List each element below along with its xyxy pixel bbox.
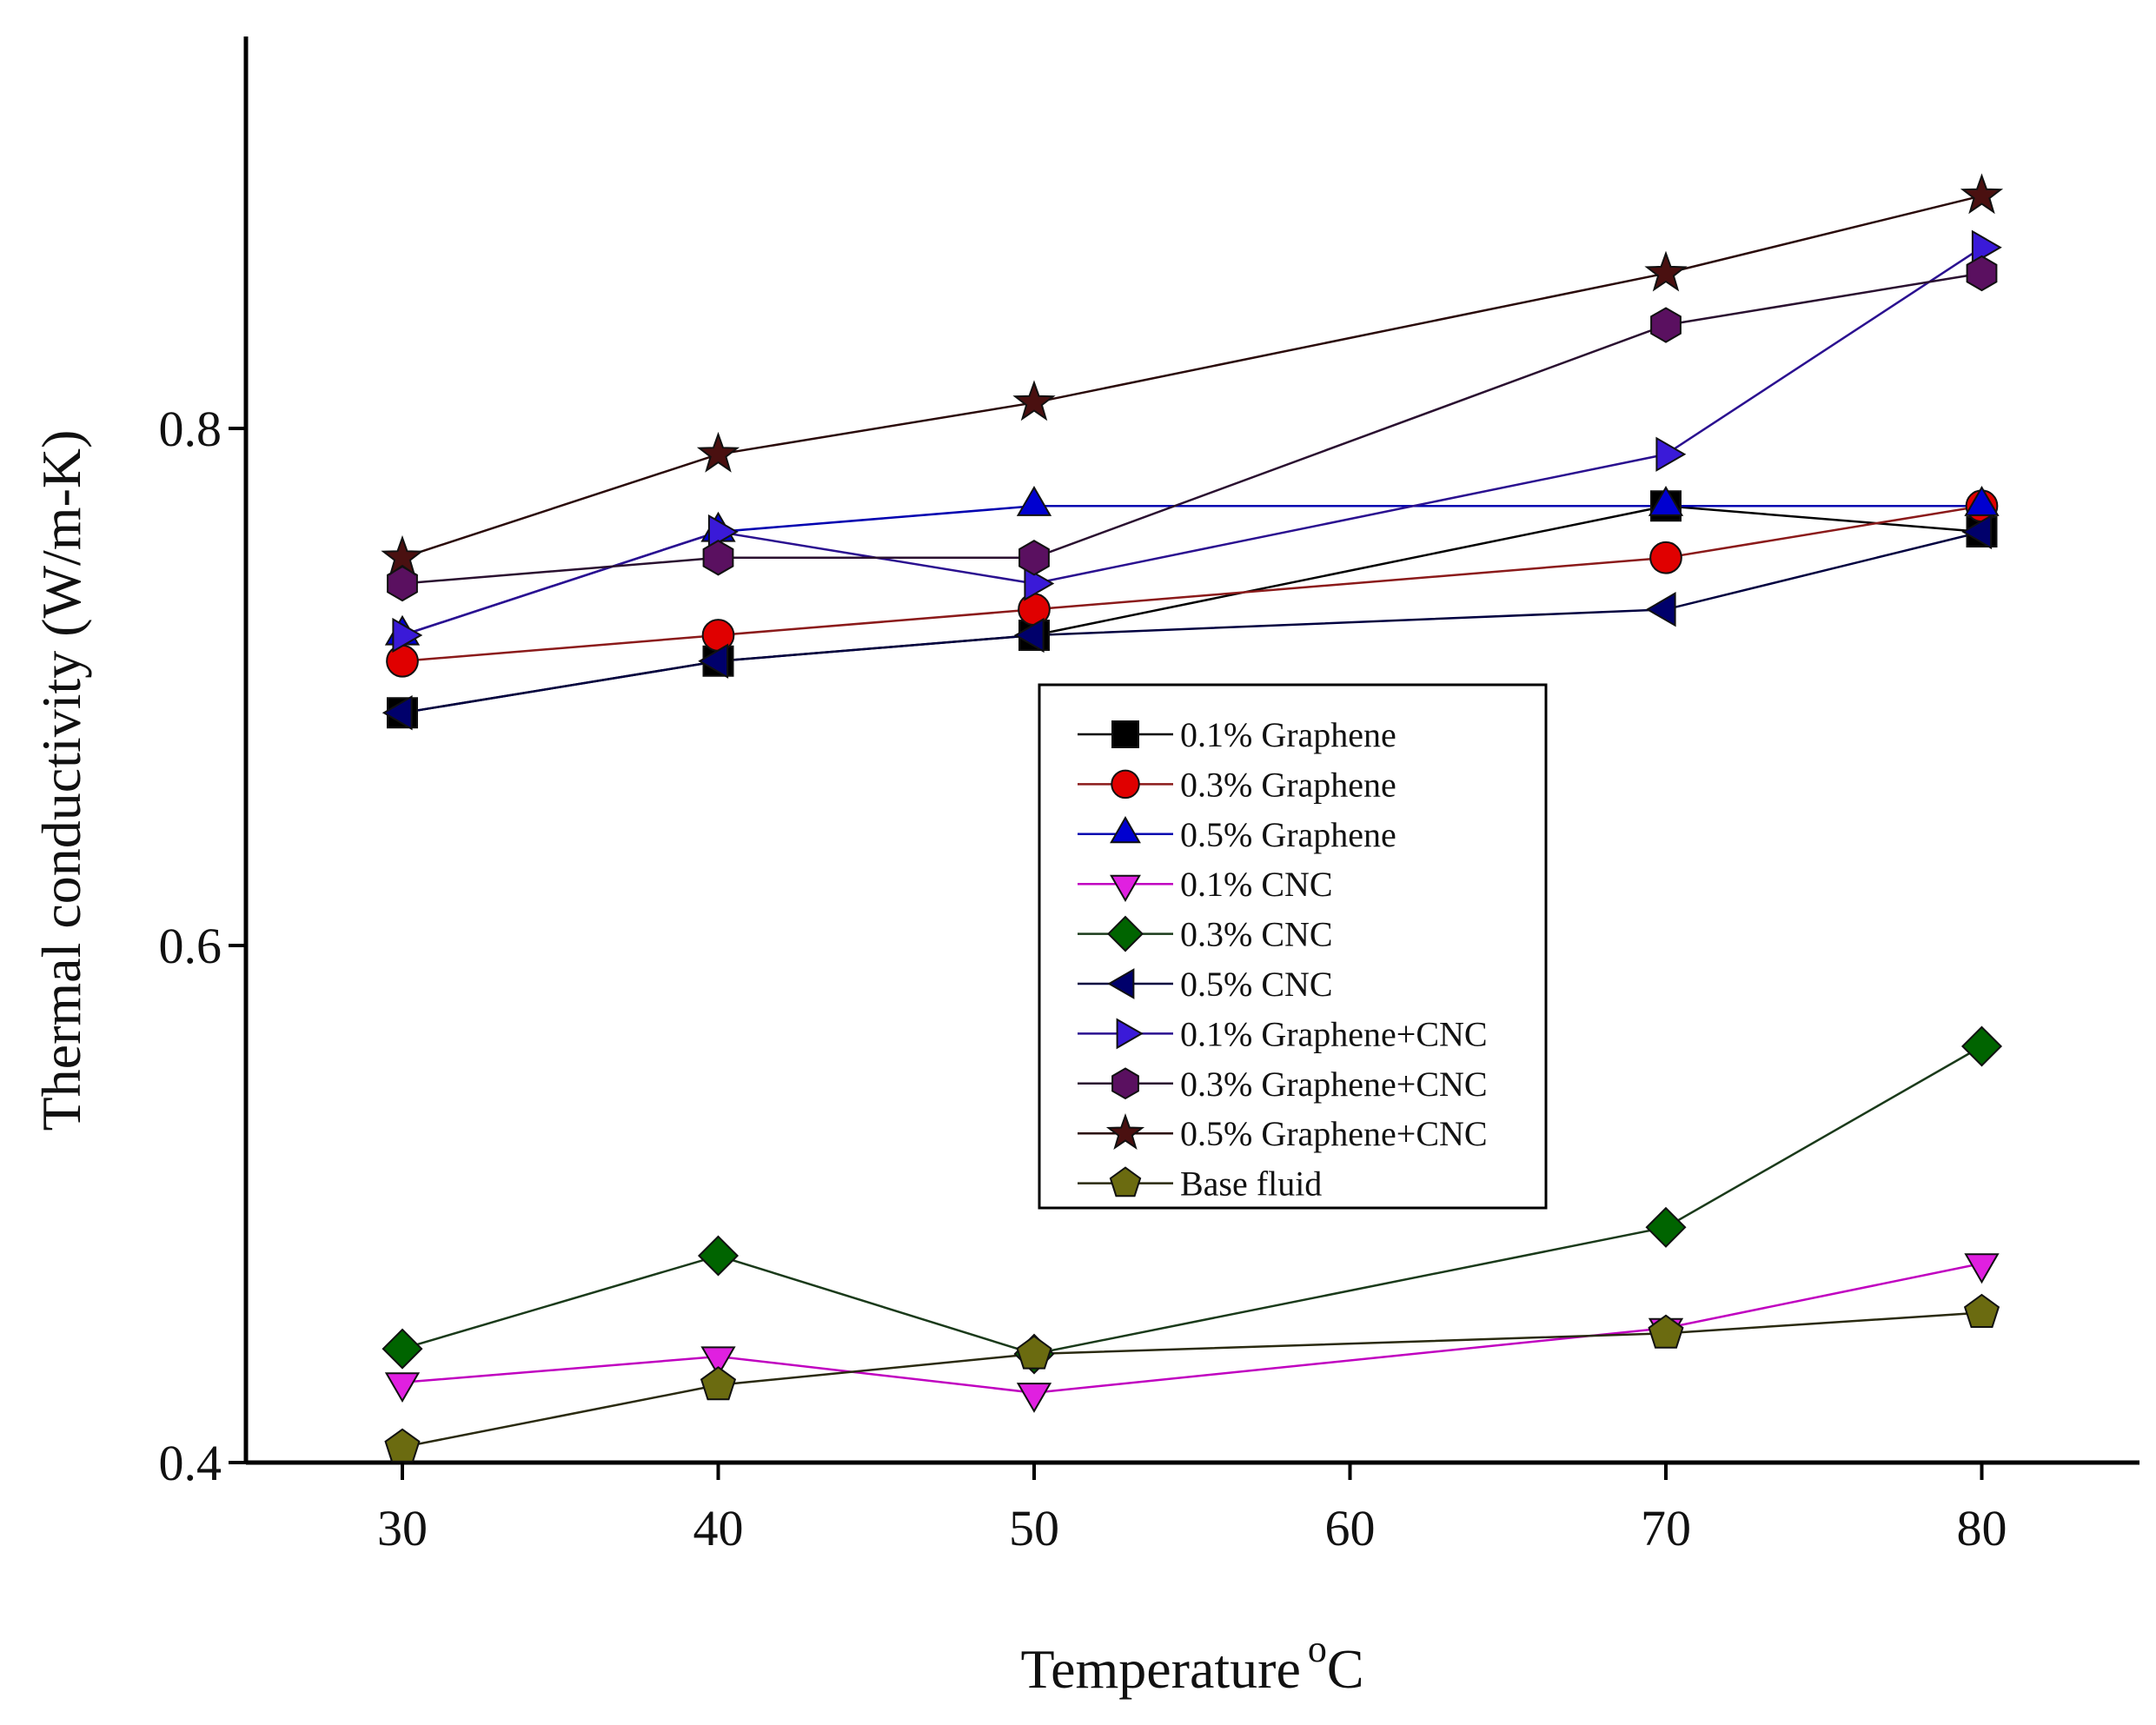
legend-marker — [1111, 769, 1140, 799]
x-axis-title: Temperature oC — [1020, 1628, 1363, 1700]
data-point-0-5-cnc — [1961, 514, 1993, 550]
legend-marker — [1111, 1067, 1139, 1100]
legend-label: Base fluid — [1180, 1164, 1322, 1204]
data-point-0-5-graphene — [1648, 485, 1684, 516]
series-line-0-5-graphene — [401, 505, 1982, 637]
data-point-0-1-graphene-cnc — [1024, 566, 1055, 601]
data-point-0-3-graphene-cnc — [387, 565, 418, 602]
legend-marker — [1111, 720, 1139, 748]
data-point-base-fluid — [700, 1366, 737, 1401]
data-point-base-fluid — [384, 1428, 421, 1463]
y-tick-label: 0.8 — [159, 401, 222, 457]
legend-label: 0.1% Graphene — [1180, 715, 1396, 754]
data-point-0-1-cnc — [384, 1372, 421, 1403]
legend-label: 0.5% CNC — [1180, 965, 1333, 1004]
data-point-0-1-cnc — [1016, 1383, 1052, 1413]
axes — [243, 36, 2139, 1465]
series-line-base-fluid — [401, 1311, 1982, 1449]
legend-label: 0.3% Graphene — [1180, 765, 1396, 804]
data-point-0-5-cnc — [1013, 617, 1045, 654]
x-tick-label: 80 — [1957, 1500, 2007, 1556]
data-point-0-5-graphene — [1964, 485, 2000, 516]
legend-marker — [1110, 815, 1141, 844]
series-line-0-1-graphene-cnc — [401, 246, 1983, 637]
series-markers — [381, 173, 2004, 1463]
legend-label: 0.1% CNC — [1180, 865, 1333, 904]
data-point-0-3-graphene-cnc — [1966, 255, 1998, 292]
legend-marker — [1109, 1166, 1142, 1198]
x-tick-label: 30 — [377, 1500, 428, 1556]
data-point-0-3-graphene-cnc — [1650, 307, 1682, 343]
data-point-0-3-graphene — [386, 644, 419, 678]
data-point-0-1-cnc — [1964, 1253, 2000, 1284]
data-point-0-3-cnc — [1960, 1025, 2003, 1067]
y-tick-label: 0.6 — [159, 918, 222, 974]
data-point-0-3-cnc — [1645, 1206, 1687, 1248]
data-point-0-5-graphene-cnc — [1960, 173, 2004, 215]
legend-marker — [1107, 915, 1144, 952]
legend-label: 0.3% CNC — [1180, 915, 1333, 954]
data-point-0-5-graphene-cnc — [696, 431, 740, 473]
data-point-0-3-graphene — [1649, 541, 1682, 574]
ticks: 30 40 50 60 70 80 0.4 0.6 0.8 — [159, 401, 2007, 1556]
data-point-0-5-cnc — [1645, 592, 1676, 627]
legend-marker — [1110, 874, 1141, 903]
series-line-0-1-graphene — [401, 505, 1982, 714]
data-point-0-5-graphene — [1016, 485, 1052, 516]
data-point-base-fluid — [1016, 1335, 1052, 1370]
x-axis-title-unit: C — [1327, 1638, 1364, 1700]
data-point-0-3-graphene-cnc — [1018, 540, 1050, 576]
x-tick-label: 70 — [1641, 1500, 1691, 1556]
y-axis-title: Thermal conductivity (W/m-K) — [30, 430, 92, 1131]
x-axis-title-superscript: o — [1308, 1628, 1327, 1670]
legend: 0.1% Graphene 0.3% Graphene 0.5% Graphene 0… — [1038, 683, 1548, 1210]
legend-label: 0.1% Graphene+CNC — [1180, 1014, 1488, 1053]
data-point-0-1-graphene-cnc — [1971, 229, 2002, 265]
x-tick-label: 40 — [693, 1500, 744, 1556]
data-point-0-1-graphene-cnc — [707, 514, 739, 550]
data-point-0-3-graphene — [1018, 593, 1051, 627]
data-point-0-1-cnc — [700, 1346, 736, 1377]
data-point-base-fluid — [1648, 1314, 1684, 1349]
legend-label: 0.5% Graphene+CNC — [1180, 1114, 1488, 1153]
series-line-0-3-graphene — [401, 505, 1982, 663]
legend-label: 0.5% Graphene — [1180, 815, 1396, 854]
data-point-0-5-graphene-cnc — [1644, 250, 1688, 292]
data-point-0-3-graphene-cnc — [702, 540, 734, 576]
data-point-0-5-cnc — [698, 643, 729, 679]
series-line-0-5-graphene-cnc — [401, 195, 1982, 559]
data-point-0-5-graphene-cnc — [381, 534, 424, 576]
data-point-0-3-cnc — [697, 1235, 740, 1277]
legend-marker — [1107, 968, 1135, 999]
data-point-0-3-graphene — [701, 619, 735, 652]
x-axis-title-main: Temperature — [1020, 1638, 1300, 1700]
legend-marker — [1116, 1018, 1144, 1050]
legend-label: 0.3% Graphene+CNC — [1180, 1065, 1488, 1104]
data-point-0-1-graphene-cnc — [392, 617, 423, 654]
series-line-0-3-graphene-cnc — [401, 272, 1982, 585]
x-tick-label: 60 — [1325, 1500, 1376, 1556]
data-point-0-5-graphene-cnc — [1012, 380, 1056, 421]
y-tick-label: 0.4 — [159, 1435, 222, 1491]
data-point-0-3-cnc — [381, 1328, 423, 1370]
x-tick-label: 50 — [1009, 1500, 1059, 1556]
data-point-0-1-graphene-cnc — [1655, 436, 1687, 472]
data-point-base-fluid — [1963, 1293, 2000, 1328]
legend-marker — [1105, 1113, 1145, 1151]
data-point-0-5-cnc — [381, 695, 413, 731]
